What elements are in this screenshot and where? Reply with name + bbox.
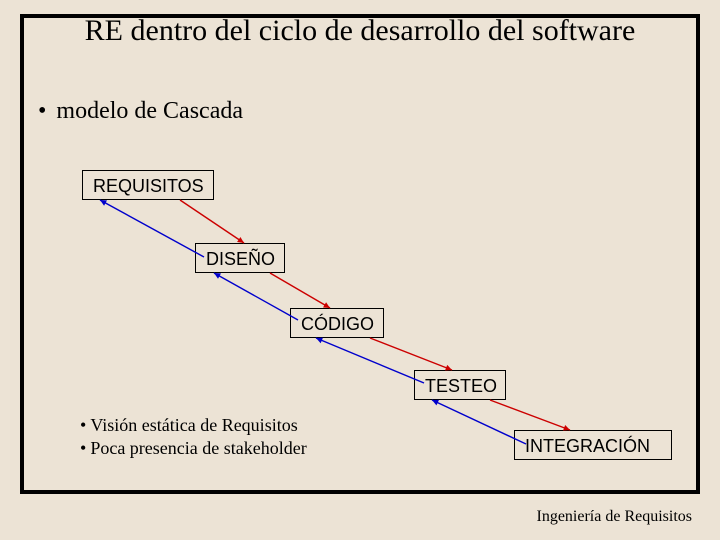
slide-footer: Ingeniería de Requisitos	[536, 508, 692, 526]
note-text: Poca presencia de stakeholder	[90, 438, 306, 458]
stage-label: INTEGRACIÓN	[525, 436, 650, 456]
slide-title: RE dentro del ciclo de desarrollo del so…	[20, 14, 700, 49]
note-item: •Poca presencia de stakeholder	[80, 437, 307, 460]
stage-label: TESTEO	[425, 376, 497, 396]
subtitle-text: modelo de Cascada	[56, 98, 243, 124]
stage-label: DISEÑO	[206, 249, 275, 269]
stage-label: CÓDIGO	[301, 314, 374, 334]
note-item: •Visión estática de Requisitos	[80, 414, 307, 437]
stage-box-integracion: INTEGRACIÓN	[514, 430, 672, 460]
stage-box-testeo: TESTEO	[414, 370, 506, 400]
bullet-icon: •	[38, 98, 46, 124]
stage-label: REQUISITOS	[93, 176, 204, 196]
stage-box-diseno: DISEÑO	[195, 243, 285, 273]
bullet-icon: •	[80, 438, 86, 458]
note-text: Visión estática de Requisitos	[90, 415, 297, 435]
stage-box-codigo: CÓDIGO	[290, 308, 384, 338]
slide-subtitle: • modelo de Cascada	[38, 98, 243, 125]
notes-block: •Visión estática de Requisitos •Poca pre…	[80, 414, 307, 459]
stage-box-requisitos: REQUISITOS	[82, 170, 214, 200]
bullet-icon: •	[80, 415, 86, 435]
